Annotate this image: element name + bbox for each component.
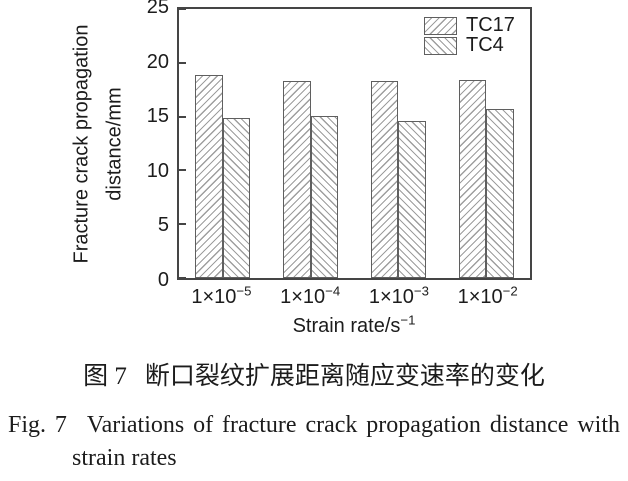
y-tick-label: 25 (146, 0, 169, 18)
legend-label: TC4 (466, 34, 504, 56)
legend-item-tc4: TC4 (424, 34, 515, 56)
y-tick-label: 20 (146, 50, 169, 73)
bar-tc17-3 (370, 81, 399, 278)
exponent: −3 (413, 283, 429, 299)
x-tick-label: 1×10−5 (191, 283, 252, 308)
y-tick-label: 15 (146, 105, 169, 128)
caption-en-line1: Fig. 7 Variations of fracture crack propa… (8, 409, 620, 442)
plot-area: TC17 TC4 (177, 7, 532, 280)
bar-tc4-4 (486, 109, 514, 278)
y-tick-label: 5 (157, 214, 169, 237)
tc17-hatch-swatch (424, 16, 457, 35)
y-tick-mark (179, 115, 186, 118)
y-tick-mark (179, 8, 186, 10)
exponent: −5 (236, 283, 252, 299)
bar-tc4-2 (310, 115, 339, 278)
bar-tc17-2 (283, 81, 311, 278)
caption-en-text: Variations of fracture crack propagation… (86, 412, 620, 438)
y-tick-label: 10 (146, 159, 169, 182)
y-tick-label: 0 (157, 269, 169, 291)
exponent: −4 (325, 283, 341, 299)
legend: TC17 TC4 (424, 14, 515, 56)
y-axis-title-line1: Fracture crack propagation (70, 23, 93, 264)
caption-chinese: 图 7 断口裂纹扩展距离随应变速率的变化 (0, 361, 628, 393)
caption-english: Fig. 7 Variations of fracture crack propa… (8, 409, 620, 475)
y-tick-mark (179, 61, 186, 64)
exponent: −2 (502, 283, 518, 299)
y-tick-mark (179, 223, 186, 226)
bar-tc17-4 (458, 80, 487, 278)
x-axis-title: Strain rate/s−1 (292, 312, 416, 337)
caption-en-label: Fig. 7 (8, 412, 67, 438)
y-tick-mark (179, 169, 186, 172)
bar-tc4-3 (398, 120, 426, 278)
y-tick-mark (179, 277, 186, 279)
caption-zh-label: 图 7 (83, 363, 127, 390)
x-tick-label: 1×10−4 (280, 283, 341, 308)
x-tick-label: 1×10−3 (368, 283, 429, 308)
legend-label: TC17 (466, 14, 515, 36)
bar-tc4-1 (222, 117, 251, 278)
caption-en-line2: strain rates (72, 445, 177, 471)
bar-tc17-1 (195, 74, 223, 278)
caption-zh-text: 断口裂纹扩展距离随应变速率的变化 (144, 363, 545, 390)
tc4-hatch-swatch (424, 36, 457, 55)
legend-item-tc17: TC17 (424, 14, 515, 36)
x-tick-label: 1×10−2 (457, 283, 518, 308)
exponent: −1 (400, 312, 416, 328)
